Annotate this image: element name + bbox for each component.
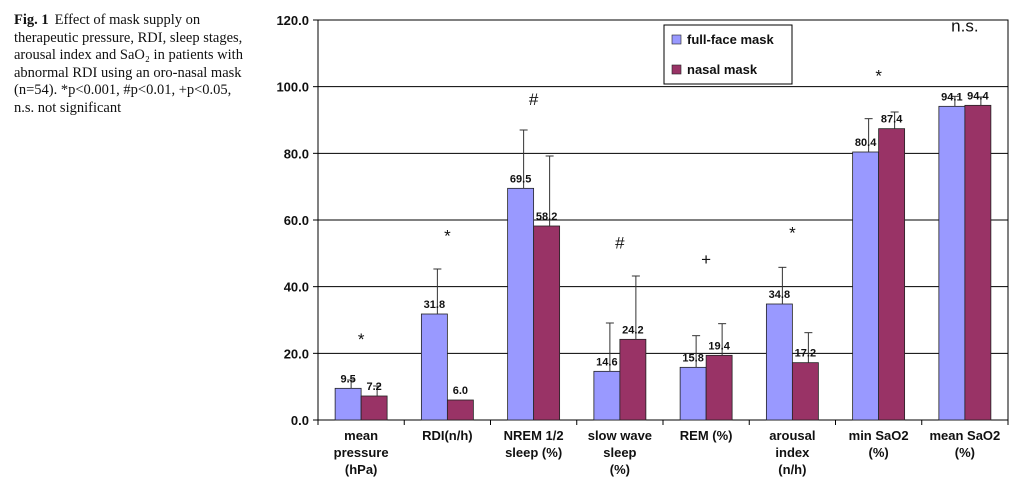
y-tick-label: 120.0 xyxy=(276,13,309,28)
x-category-label: (n/h) xyxy=(778,462,806,477)
bar-full-face xyxy=(765,303,793,421)
x-category-label: RDI(n/h) xyxy=(422,428,473,443)
significance-marker: * xyxy=(358,330,365,349)
x-category-label: REM (%) xyxy=(680,428,733,443)
data-label: 6.0 xyxy=(453,385,468,397)
significance-marker: + xyxy=(701,250,711,269)
data-label: 58.2 xyxy=(536,211,557,223)
y-tick-label: 0.0 xyxy=(291,413,309,428)
x-category-label: index xyxy=(775,445,810,460)
x-category-label: NREM 1/2 xyxy=(504,428,564,443)
significance-marker: * xyxy=(789,223,796,242)
data-label: 14.6 xyxy=(596,356,617,368)
bar-full-face xyxy=(593,370,621,421)
legend-box xyxy=(663,24,793,85)
x-category-label: slow wave xyxy=(588,428,652,443)
legend-swatch-nasal xyxy=(671,64,682,75)
y-tick-label: 100.0 xyxy=(276,80,309,95)
bar-nasal xyxy=(705,354,733,421)
significance-marker: n.s. xyxy=(951,17,978,36)
significance-marker: # xyxy=(529,90,539,109)
x-category-label: min SaO2 xyxy=(849,428,909,443)
x-category-label: (%) xyxy=(869,445,889,460)
x-category-label: sleep xyxy=(603,445,636,460)
bar-full-face xyxy=(852,151,880,421)
legend-label: full-face mask xyxy=(687,32,774,47)
data-label: 94.4 xyxy=(967,90,989,102)
data-label: 94.1 xyxy=(941,91,962,103)
bar-full-face xyxy=(507,187,535,421)
significance-marker: * xyxy=(444,227,451,246)
data-label: 24.2 xyxy=(622,324,643,336)
data-label: 9.5 xyxy=(340,373,355,385)
x-category-label: sleep (%) xyxy=(505,445,562,460)
data-label: 15.8 xyxy=(682,352,703,364)
bar-full-face xyxy=(938,105,966,421)
data-label: 34.8 xyxy=(769,289,790,301)
data-label: 31.8 xyxy=(424,299,445,311)
caption-text: Effect of mask supply on therapeutic pre… xyxy=(14,12,243,116)
x-category-label: pressure xyxy=(334,445,389,460)
data-label: 80.4 xyxy=(855,137,877,149)
data-label: 7.2 xyxy=(366,381,381,393)
x-category-label: mean SaO2 xyxy=(929,428,1000,443)
legend-swatch-full-face xyxy=(671,34,682,45)
bar-nasal xyxy=(446,399,474,421)
y-tick-label: 60.0 xyxy=(284,213,309,228)
bar-nasal xyxy=(964,104,992,421)
data-label: 17.2 xyxy=(795,348,816,360)
bar-nasal xyxy=(619,338,647,421)
x-category-label: arousal xyxy=(769,428,815,443)
figure-caption: Fig. 1 Effect of mask supply on therapeut… xyxy=(14,12,246,118)
bar-nasal xyxy=(360,395,388,421)
x-category-label: (hPa) xyxy=(345,462,378,477)
legend-label: nasal mask xyxy=(687,62,758,77)
y-tick-label: 20.0 xyxy=(284,346,309,361)
data-label: 69.5 xyxy=(510,173,531,185)
significance-marker: * xyxy=(875,67,882,86)
data-label: 87.4 xyxy=(881,114,903,126)
bar-nasal xyxy=(878,128,906,421)
bar-nasal xyxy=(533,225,561,421)
y-tick-label: 40.0 xyxy=(284,280,309,295)
significance-marker: # xyxy=(615,233,625,252)
y-tick-label: 80.0 xyxy=(284,146,309,161)
bar-full-face xyxy=(334,387,362,421)
x-category-label: (%) xyxy=(955,445,975,460)
bar-full-face xyxy=(420,313,448,421)
bar-nasal xyxy=(791,362,819,421)
bar-full-face xyxy=(679,366,707,421)
figure-label: Fig. 1 xyxy=(14,12,49,28)
x-category-label: mean xyxy=(344,428,378,443)
data-label: 19.4 xyxy=(708,340,730,352)
x-category-label: (%) xyxy=(610,462,630,477)
